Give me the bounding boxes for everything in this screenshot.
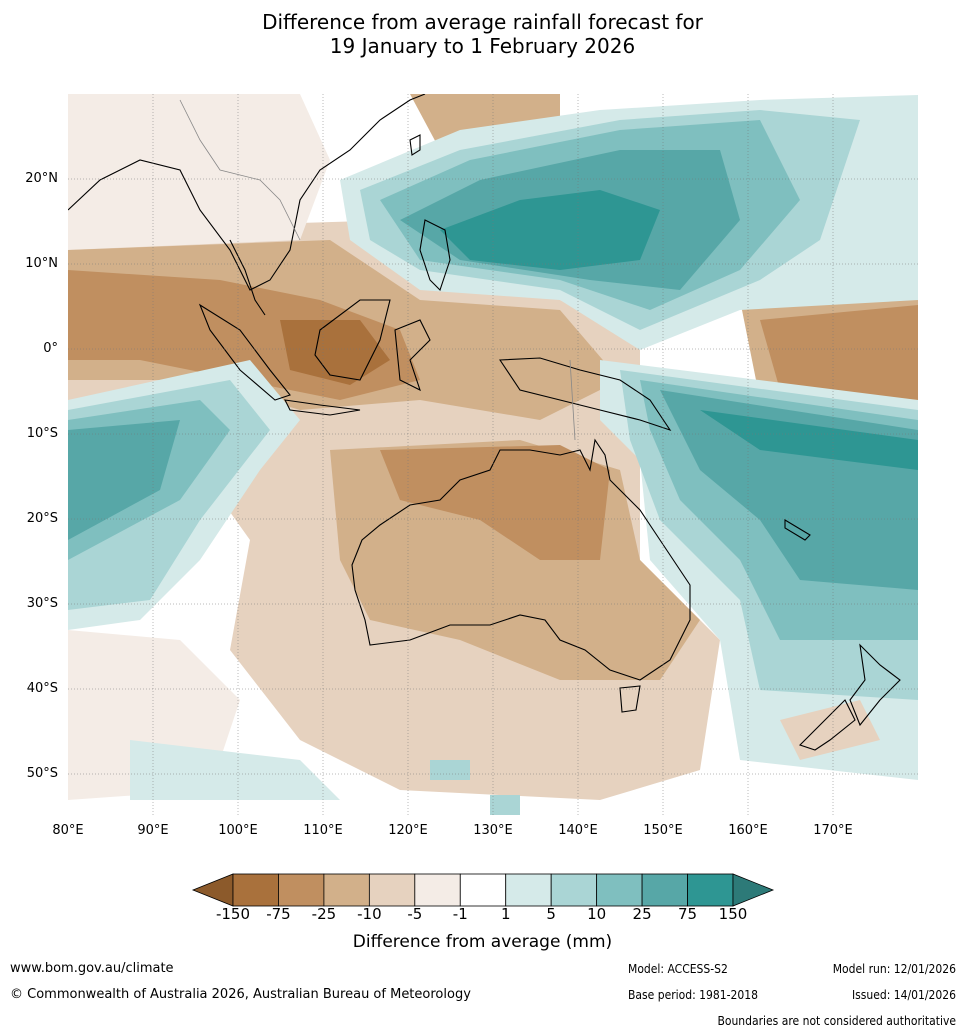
colorbar-tick-label: -25 (311, 905, 337, 923)
lat-tick-label: 40°S (26, 681, 58, 696)
anomaly-region-dark-teal (700, 410, 918, 470)
lon-tick-label: 110°E (303, 823, 343, 838)
colorbar-tick-label: 25 (632, 905, 652, 923)
anomaly-region-lightest-brown (68, 94, 330, 250)
anomaly-region-teal (68, 420, 180, 540)
lat-tick-label: 10°N (25, 256, 58, 271)
graticule (68, 94, 918, 816)
colorbar-tick-label: -75 (266, 905, 291, 923)
sumatra-coastline (198, 303, 291, 401)
colorbar-swatch (278, 873, 325, 907)
lon-tick-label: 80°E (52, 823, 84, 838)
colorbar-swatch (505, 873, 552, 907)
australia-coastline (351, 438, 691, 681)
footer-issued: Issued: 14/01/2026 (851, 988, 956, 1002)
colorbar-swatch (459, 873, 507, 907)
colorbar-swatch (641, 873, 688, 907)
anomaly-region-light-teal (430, 760, 470, 780)
colorbar-swatch (550, 873, 598, 907)
taiwan-coastline (409, 134, 421, 156)
new-zealand-north-coastline (849, 643, 901, 727)
malay-peninsula-coastline (229, 239, 266, 316)
colorbar-swatch (687, 873, 734, 907)
colorbar-extend-low (191, 873, 234, 907)
lat-tick-label: 20°S (26, 511, 58, 526)
lon-tick-label: 160°E (728, 823, 768, 838)
map-title-line-1: Difference from average rainfall forecas… (262, 10, 703, 34)
asia-mainland-coastline (68, 94, 426, 291)
colorbar-tick-label: -1 (452, 905, 468, 923)
lat-tick-label: 20°N (25, 171, 58, 186)
colorbar-swatch (596, 873, 643, 907)
coastlines (68, 94, 901, 751)
footer-model-run: Model run: 12/01/2026 (832, 962, 956, 976)
colorbar-swatch (368, 873, 416, 907)
lon-tick-label: 140°E (558, 823, 598, 838)
colorbar-tick-label: -10 (357, 905, 382, 923)
colorbar-title: Difference from average (mm) (352, 932, 613, 952)
colorbar-swatch (414, 873, 461, 907)
philippines-coastline (419, 219, 451, 292)
anomaly-region-light-brown (780, 700, 880, 760)
lon-tick-label: 100°E (218, 823, 258, 838)
lon-tick-label: 120°E (388, 823, 428, 838)
colorbar-tick-label: -150 (215, 905, 251, 923)
lat-tick-label: 50°S (26, 766, 58, 781)
lon-tick-label: 130°E (473, 823, 513, 838)
footer-model: Model: ACCESS-S2 (628, 962, 728, 976)
colorbar-swatch (232, 873, 279, 907)
lon-tick-label: 90°E (137, 823, 169, 838)
anomaly-region-light-teal (130, 740, 340, 800)
new-zealand-south-coastline (798, 699, 856, 751)
anomaly-region-light-teal (490, 795, 520, 815)
lon-tick-label: 170°E (813, 823, 853, 838)
colorbar-tick-label: 5 (546, 905, 556, 923)
anomaly-region-dark-teal (440, 190, 660, 270)
footer-copyright: © Commonwealth of Australia 2026, Austra… (10, 987, 471, 1002)
lon-tick-label: 150°E (643, 823, 683, 838)
anomaly-region-dark-brown (760, 305, 918, 400)
map-title-line-2: 19 January to 1 February 2026 (329, 34, 636, 58)
new-caledonia-coastline (784, 519, 811, 541)
lat-tick-label: 30°S (26, 596, 58, 611)
country-borders (179, 99, 576, 441)
colorbar-tick-label: -5 (407, 905, 423, 923)
colorbar-swatch (323, 873, 370, 907)
colorbar-tick-label: 150 (718, 905, 748, 923)
lat-tick-label: 10°S (26, 426, 58, 441)
lat-tick-label: 0° (43, 341, 58, 356)
sulawesi-coastline (394, 319, 431, 392)
footer-base-period: Base period: 1981-2018 (628, 988, 759, 1002)
anomaly-region-dark-brown (280, 320, 390, 385)
tasmania-coastline (619, 685, 641, 713)
footer-disclaimer: Boundaries are not considered authoritat… (717, 1014, 956, 1028)
anomaly-region-dark-brown (380, 445, 610, 560)
colorbar-tick-label: 10 (587, 905, 607, 923)
colorbar-extend-high (732, 873, 775, 907)
new-guinea-coastline (499, 357, 672, 432)
colorbar-tick-label: 1 (500, 905, 511, 923)
java-coastline (284, 399, 361, 416)
colorbar-tick-label: 75 (677, 905, 698, 923)
footer-url: www.bom.gov.au/climate (10, 961, 174, 976)
borneo-coastline (314, 299, 391, 381)
